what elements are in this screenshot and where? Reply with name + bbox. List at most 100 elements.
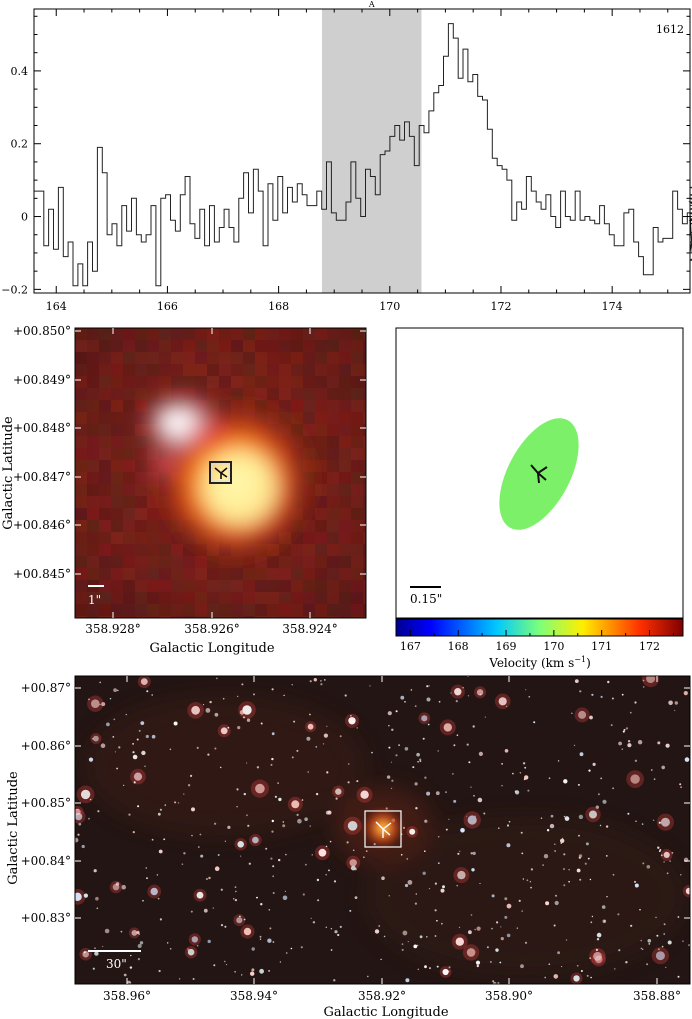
field-star bbox=[133, 772, 143, 781]
field-star bbox=[371, 751, 373, 754]
field-star bbox=[542, 864, 544, 866]
ir-zoom-pixel bbox=[159, 544, 171, 556]
field-star bbox=[305, 863, 307, 866]
ir-zoom-pixel bbox=[75, 544, 87, 556]
ir-zoom-pixel bbox=[111, 424, 123, 436]
ir-zoom-pixel bbox=[351, 472, 363, 484]
field-star bbox=[401, 943, 404, 945]
field-star bbox=[315, 792, 319, 796]
field-star bbox=[325, 845, 328, 848]
ir-zoom-pixel bbox=[327, 568, 339, 580]
ir-zoom-pixel bbox=[75, 532, 87, 544]
ir-zoom-pixel bbox=[87, 592, 99, 604]
ir-zoom-y-tick-label: +00.845° bbox=[13, 567, 71, 581]
field-star bbox=[123, 973, 127, 977]
field-star bbox=[671, 852, 674, 854]
ir-field-panel: 30" 358.96° 358.94° 358.92° 358.90° 358.88° … bbox=[6, 675, 691, 1019]
field-star bbox=[157, 897, 160, 900]
field-star bbox=[466, 948, 476, 957]
ir-zoom-pixel bbox=[195, 580, 207, 592]
field-star bbox=[128, 813, 131, 816]
ir-zoom-pixel bbox=[327, 544, 339, 556]
field-star bbox=[434, 935, 437, 937]
ir-zoom-pixel bbox=[99, 400, 111, 412]
field-star bbox=[641, 823, 644, 825]
ir-zoom-pixel bbox=[99, 604, 111, 616]
field-star bbox=[395, 710, 398, 713]
ir-field-x-tick-label: 358.94° bbox=[230, 989, 278, 1003]
field-star bbox=[674, 701, 678, 705]
field-star bbox=[196, 746, 199, 749]
ir-zoom-pixel bbox=[99, 496, 111, 508]
field-star bbox=[520, 964, 524, 969]
ir-zoom-pixel bbox=[99, 352, 111, 364]
ir-zoom-pixel bbox=[231, 364, 243, 376]
ir-zoom-pixel bbox=[339, 328, 351, 340]
ir-zoom-pixel bbox=[123, 388, 135, 400]
field-star bbox=[325, 926, 327, 928]
ir-zoom-pixel bbox=[363, 436, 366, 448]
spectrum-x-tick-labels: 164 166 168 170 172 174 bbox=[46, 300, 623, 313]
field-star bbox=[301, 799, 304, 801]
field-star bbox=[300, 946, 303, 949]
field-star bbox=[234, 886, 237, 888]
ir-zoom-pixel bbox=[99, 592, 111, 604]
ir-zoom-pixel bbox=[87, 436, 99, 448]
field-star bbox=[141, 750, 146, 756]
field-star bbox=[284, 890, 286, 892]
ir-zoom-pixel bbox=[351, 532, 363, 544]
ir-zoom-pixel bbox=[291, 328, 303, 340]
field-star bbox=[235, 890, 237, 893]
field-star bbox=[634, 759, 638, 762]
field-star bbox=[476, 689, 484, 696]
field-star bbox=[472, 851, 476, 855]
field-star bbox=[215, 677, 218, 680]
field-star bbox=[349, 859, 357, 867]
field-star bbox=[415, 807, 418, 810]
ir-zoom-pixel bbox=[87, 508, 99, 520]
field-star bbox=[320, 680, 322, 682]
ir-zoom-pixel bbox=[123, 532, 135, 544]
ir-zoom-pixel bbox=[99, 472, 111, 484]
ir-field-x-tick-label: 358.90° bbox=[485, 989, 533, 1003]
field-star bbox=[522, 762, 526, 765]
field-star bbox=[602, 799, 607, 804]
field-star bbox=[191, 807, 195, 812]
ir-zoom-y-tick-label: +00.849° bbox=[13, 373, 71, 387]
field-star bbox=[491, 927, 493, 930]
field-star bbox=[191, 834, 193, 837]
field-star bbox=[222, 697, 225, 700]
ir-zoom-pixel bbox=[111, 592, 123, 604]
ir-zoom-pixel bbox=[363, 376, 366, 388]
ir-zoom-pixel bbox=[351, 424, 363, 436]
ir-zoom-pixel bbox=[123, 340, 135, 352]
field-star bbox=[588, 769, 591, 772]
ir-zoom-pixel bbox=[255, 616, 267, 618]
field-star bbox=[459, 850, 461, 852]
field-star bbox=[524, 941, 528, 944]
field-star bbox=[253, 693, 255, 696]
ir-zoom-pixel bbox=[159, 592, 171, 604]
field-star bbox=[388, 725, 390, 727]
field-star bbox=[453, 744, 456, 747]
field-star bbox=[640, 947, 643, 950]
field-star bbox=[471, 868, 475, 872]
field-star bbox=[437, 835, 440, 838]
field-star bbox=[283, 694, 285, 697]
ir-zoom-pixel bbox=[135, 604, 147, 616]
field-star bbox=[515, 790, 520, 795]
ir-zoom-pixel bbox=[87, 364, 99, 376]
field-star bbox=[337, 933, 340, 937]
field-star bbox=[685, 887, 690, 895]
field-star bbox=[142, 899, 144, 902]
field-star bbox=[657, 741, 661, 745]
ir-zoom-pixel bbox=[75, 580, 87, 592]
ir-zoom-pixel bbox=[195, 592, 207, 604]
field-star bbox=[113, 688, 117, 692]
field-star bbox=[190, 774, 193, 777]
field-star bbox=[646, 963, 649, 966]
field-star bbox=[557, 951, 560, 955]
field-star bbox=[278, 858, 281, 862]
field-star bbox=[75, 892, 82, 901]
ir-zoom-pixel bbox=[111, 484, 123, 496]
